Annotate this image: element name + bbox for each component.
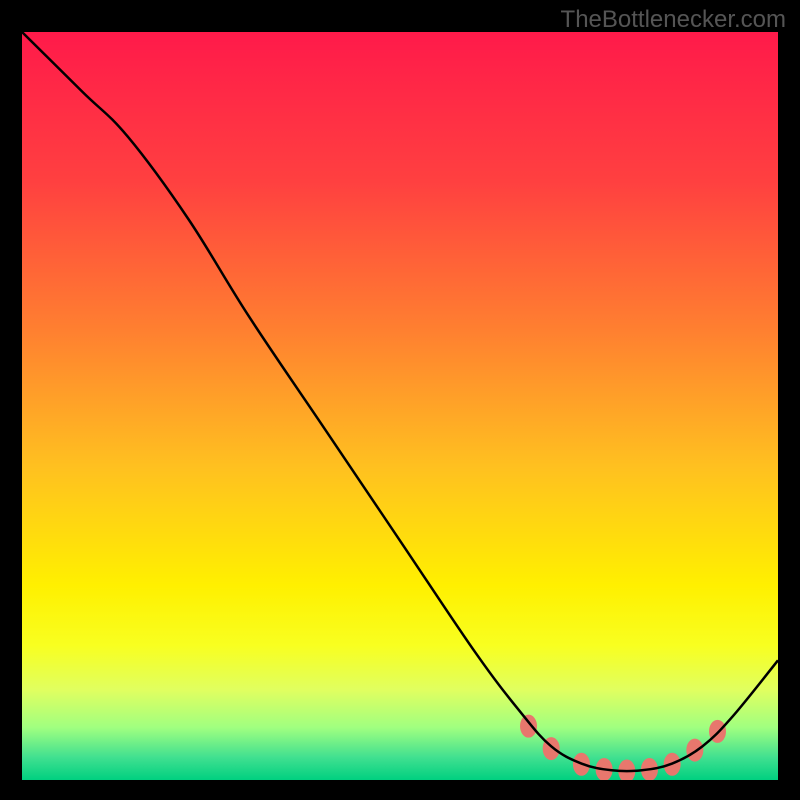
chart-svg <box>22 32 778 780</box>
watermark-text: TheBottlenecker.com <box>561 6 786 34</box>
data-marker <box>521 715 537 737</box>
plot-area <box>22 32 778 780</box>
data-marker <box>687 739 703 761</box>
